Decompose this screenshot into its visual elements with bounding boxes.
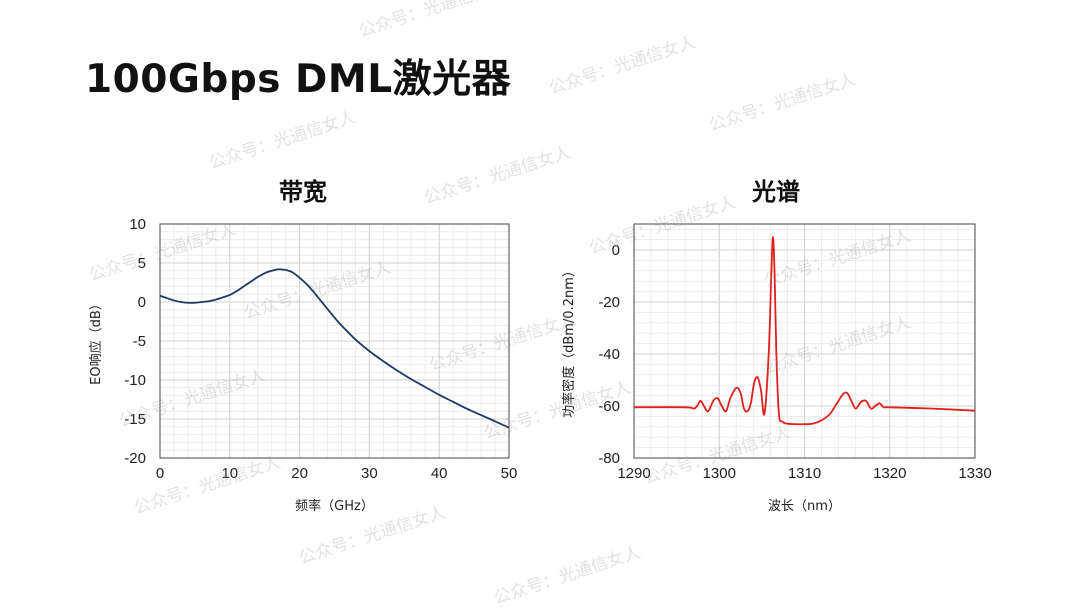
series-line — [159, 268, 510, 429]
x-tick-label: 1300 — [703, 465, 736, 482]
x-tick-label: 1320 — [873, 465, 906, 482]
y-tick-label: -20 — [124, 450, 146, 467]
x-tick-label: 0 — [156, 465, 164, 482]
x-tick-label: 1290 — [617, 465, 650, 482]
y-tick-label: -15 — [124, 411, 146, 428]
bandwidth-chart-title: 带宽 — [279, 178, 327, 206]
plot-frame — [633, 223, 976, 459]
y-tick-label: 0 — [612, 242, 620, 259]
y-tick-label: 0 — [138, 294, 146, 311]
y-tick-label: -40 — [598, 346, 620, 363]
x-tick-label: 10 — [221, 465, 238, 482]
y-tick-label: -5 — [133, 333, 146, 350]
y-axis-label: 功率密度（dBm/0.2nm） — [561, 264, 577, 418]
plot-frame — [159, 223, 510, 459]
x-tick-label: 1310 — [788, 465, 821, 482]
x-tick-label: 30 — [361, 465, 378, 482]
y-tick-label: 5 — [138, 255, 146, 272]
x-axis-label: 波长（nm） — [768, 499, 841, 514]
x-tick-label: 20 — [291, 465, 308, 482]
x-axis-label: 频率（GHz） — [295, 498, 374, 514]
y-tick-label: -80 — [598, 450, 620, 467]
y-tick-label: -10 — [124, 372, 146, 389]
x-tick-label: 1330 — [958, 465, 991, 482]
x-tick-label: 40 — [431, 465, 448, 482]
series-line — [633, 236, 976, 426]
slide-title: 100Gbps DML激光器 — [85, 57, 512, 102]
y-axis-label: EO响应（dB） — [88, 297, 104, 385]
x-tick-label: 50 — [501, 465, 518, 482]
spectrum-chart-title: 光谱 — [752, 178, 800, 206]
y-tick-label: 10 — [129, 216, 146, 233]
y-tick-label: -20 — [598, 294, 620, 311]
y-tick-label: -60 — [598, 398, 620, 415]
